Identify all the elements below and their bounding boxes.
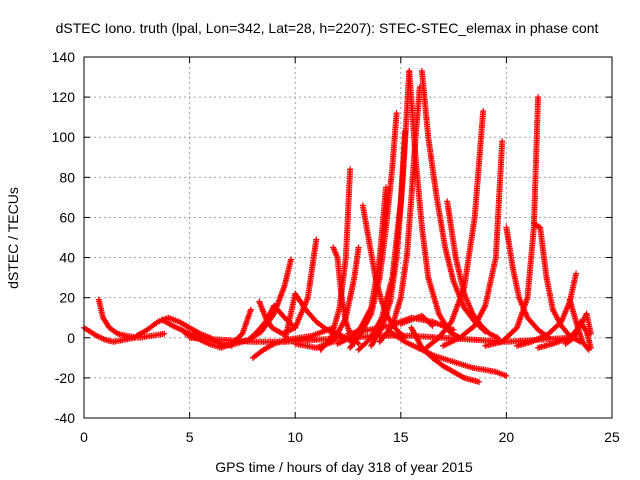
data-point-marker (428, 321, 435, 328)
data-point-marker (347, 166, 354, 173)
x-tick-label: 10 (287, 429, 303, 445)
data-point-marker (573, 270, 580, 277)
y-tick-label: 120 (52, 89, 76, 105)
data-series-track (397, 312, 436, 329)
data-series-track (530, 220, 584, 345)
data-point-marker (287, 256, 294, 263)
data-point-marker (475, 378, 482, 385)
data-point-marker (587, 344, 594, 351)
y-tick-label: 80 (59, 169, 75, 185)
x-tick-label: 5 (186, 429, 194, 445)
y-tick-label: 40 (59, 250, 75, 266)
x-tick-label: 15 (393, 429, 409, 445)
x-tick-label: 25 (604, 429, 620, 445)
data-point-marker (499, 138, 506, 145)
data-series (81, 68, 594, 385)
axis-ticks: 0 5 10 15 20 25 -40 -20 0 20 40 60 80 100 120 140 (52, 49, 620, 445)
data-series-track (482, 94, 542, 349)
y-tick-label: -20 (55, 370, 75, 386)
data-series-track (347, 110, 400, 351)
data-series-track (418, 68, 489, 335)
plot-frame (83, 56, 613, 419)
data-point-marker (393, 110, 400, 117)
data-point-marker (355, 340, 362, 347)
data-point-marker (566, 334, 573, 341)
data-point-marker (503, 372, 510, 379)
data-point-marker (247, 306, 254, 313)
y-axis-label: dSTEC / TECUs (5, 187, 21, 289)
data-series-track (406, 68, 463, 341)
data-point-marker (535, 94, 542, 101)
y-tick-label: 140 (52, 49, 76, 65)
data-series-track (95, 296, 168, 341)
data-point-marker (161, 330, 168, 337)
y-tick-label: -40 (55, 410, 75, 426)
data-series-track (317, 166, 354, 353)
data-series-track (81, 324, 138, 345)
y-tick-label: 0 (67, 330, 75, 346)
y-tick-label: 60 (59, 209, 75, 225)
data-point-marker (429, 322, 436, 329)
chart-title: dSTEC Iono. truth (lpal, Lon=342, Lat=28… (56, 20, 599, 36)
data-point-marker (355, 244, 362, 251)
data-point-marker (480, 108, 487, 115)
data-series-track (562, 318, 594, 351)
y-tick-label: 100 (52, 129, 76, 145)
data-series-track (359, 202, 409, 341)
data-point-marker (313, 236, 320, 243)
data-point-marker (450, 326, 457, 333)
x-tick-label: 0 (80, 429, 88, 445)
x-axis-label: GPS time / hours of day 318 of year 2015 (215, 459, 473, 475)
data-series-track (423, 108, 487, 351)
y-tick-label: 20 (59, 290, 75, 306)
x-tick-label: 20 (499, 429, 515, 445)
data-series-track (186, 332, 573, 345)
